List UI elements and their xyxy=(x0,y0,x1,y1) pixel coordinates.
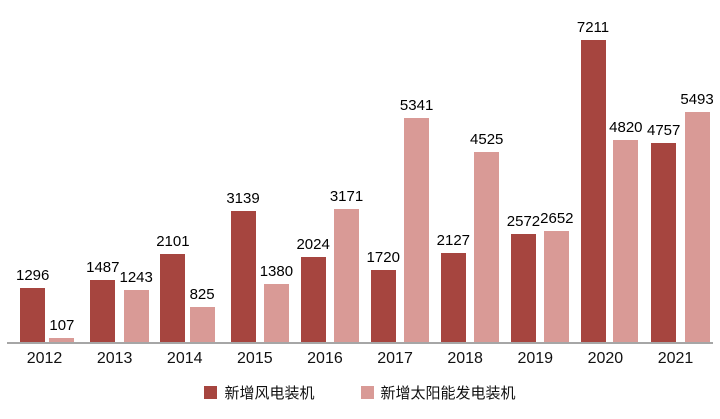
x-axis-label-2016: 2016 xyxy=(307,350,343,367)
x-axis-label-2019: 2019 xyxy=(517,350,554,367)
bar-column: 2024 xyxy=(296,236,330,342)
bar-series1-2020 xyxy=(613,140,639,342)
bar-column: 5341 xyxy=(400,97,433,342)
value-label: 7211 xyxy=(576,19,610,36)
bar-series1-2019 xyxy=(544,231,570,342)
value-label: 2024 xyxy=(296,236,330,253)
bar-column: 4757 xyxy=(647,122,680,342)
bar-column: 825 xyxy=(190,286,215,342)
bar-series1-2012 xyxy=(49,338,75,342)
bar-series1-2021 xyxy=(684,112,710,342)
bar-column: 2127 xyxy=(437,232,470,342)
bar-series1-2016 xyxy=(334,209,359,342)
bar-column: 3139 xyxy=(226,190,260,342)
legend: 新增风电装机 新增太阳能发电装机 xyxy=(0,382,720,403)
bar-column: 3171 xyxy=(330,188,363,342)
value-label: 3139 xyxy=(226,190,260,207)
x-axis-line xyxy=(7,342,713,344)
value-label: 5341 xyxy=(399,97,434,114)
bar-group-2021: 4757 5493 xyxy=(647,91,714,342)
value-label: 2127 xyxy=(436,232,471,249)
plot-area: 1296 107 1487 1243 2101 825 3139 1380 2024 3171 17… xyxy=(16,19,714,342)
value-label: 2572 xyxy=(506,213,541,230)
bar-series1-2018 xyxy=(474,152,500,342)
bar-column: 2652 xyxy=(540,210,574,342)
bar-column: 1243 xyxy=(119,269,153,342)
bar-series1-2014 xyxy=(189,307,215,342)
value-label: 825 xyxy=(189,286,215,303)
bar-series1-2017 xyxy=(404,118,430,342)
value-label: 4525 xyxy=(470,131,504,148)
x-axis-label-2015: 2015 xyxy=(237,350,273,367)
value-label: 1380 xyxy=(259,263,294,280)
value-label: 1296 xyxy=(16,267,50,284)
x-axis-label-2017: 2017 xyxy=(377,350,413,367)
value-label: 107 xyxy=(49,317,75,334)
bar-column: 5493 xyxy=(680,91,714,342)
x-axis-label-2012: 2012 xyxy=(26,350,63,367)
bar-group-2019: 2572 2652 xyxy=(507,210,574,342)
x-axis-label-2013: 2013 xyxy=(96,350,133,367)
bar-series0-2018 xyxy=(440,253,466,342)
legend-item-solar: 新增太阳能发电装机 xyxy=(360,382,516,403)
value-label: 4820 xyxy=(609,119,643,136)
bar-column: 2101 xyxy=(156,233,190,342)
bar-group-2015: 3139 1380 xyxy=(226,190,293,342)
solar-series-swatch-icon xyxy=(360,386,374,399)
bar-column: 1487 xyxy=(86,259,119,342)
value-label: 1720 xyxy=(366,249,400,266)
bar-series0-2014 xyxy=(160,254,186,342)
bar-group-2013: 1487 1243 xyxy=(86,259,153,342)
bar-series0-2015 xyxy=(230,211,256,342)
bar-column: 7211 xyxy=(577,19,609,342)
bar-series0-2016 xyxy=(300,257,326,342)
bar-group-2014: 2101 825 xyxy=(156,233,215,342)
bar-series1-2015 xyxy=(263,284,289,342)
legend-label-wind: 新增风电装机 xyxy=(224,385,315,402)
legend-label-solar: 新增太阳能发电装机 xyxy=(380,385,516,402)
bar-series0-2021 xyxy=(651,143,677,342)
bar-series0-2012 xyxy=(20,288,46,342)
bar-group-2020: 7211 4820 xyxy=(577,19,643,342)
bar-column: 1380 xyxy=(260,263,293,342)
bar-group-2017: 1720 5341 xyxy=(367,97,433,342)
bar-series0-2017 xyxy=(370,270,396,342)
bar-column: 1296 xyxy=(16,267,49,342)
x-axis-label-2021: 2021 xyxy=(657,350,694,367)
bar-group-2018: 2127 4525 xyxy=(437,131,503,342)
bar-series0-2019 xyxy=(510,234,536,342)
x-axis-label-2018: 2018 xyxy=(447,350,483,367)
bar-series1-2013 xyxy=(123,290,149,342)
x-axis-labels: 2012 2013 2014 2015 2016 2017 2018 2019 2020 2021 xyxy=(0,350,720,368)
bar-column: 107 xyxy=(49,317,74,342)
bar-series0-2013 xyxy=(90,280,116,342)
legend-item-wind: 新增风电装机 xyxy=(204,382,315,403)
bar-column: 4820 xyxy=(609,119,643,342)
x-axis-label-2020: 2020 xyxy=(587,350,624,367)
value-label: 5493 xyxy=(680,91,714,108)
bar-column: 1720 xyxy=(367,249,400,342)
value-label: 1487 xyxy=(86,259,120,276)
value-label: 4757 xyxy=(646,122,681,139)
x-axis-label-2014: 2014 xyxy=(166,350,203,367)
wind-series-swatch-icon xyxy=(204,386,218,399)
bar-column: 4525 xyxy=(470,131,503,342)
value-label: 3171 xyxy=(329,188,364,205)
value-label: 2101 xyxy=(156,233,190,250)
bar-group-2016: 2024 3171 xyxy=(296,188,363,342)
value-label: 1243 xyxy=(119,269,153,286)
bar-column: 2572 xyxy=(507,213,540,342)
bar-group-2012: 1296 107 xyxy=(16,267,74,342)
value-label: 2652 xyxy=(540,210,574,227)
bar-series0-2020 xyxy=(580,40,606,342)
